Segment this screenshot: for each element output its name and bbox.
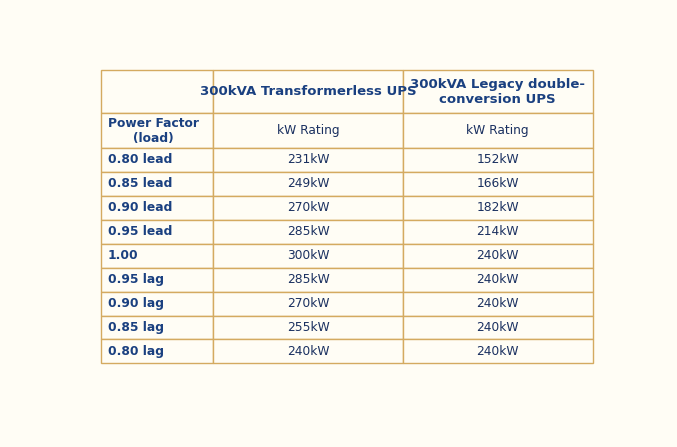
Bar: [213, 316, 403, 339]
Bar: [102, 148, 213, 172]
Text: kW Rating: kW Rating: [466, 124, 529, 137]
Bar: [102, 114, 213, 148]
Bar: [102, 291, 213, 316]
Bar: [102, 268, 213, 291]
Text: 300kW: 300kW: [287, 249, 330, 262]
Text: 0.90 lead: 0.90 lead: [108, 201, 172, 214]
Text: Power Factor
(load): Power Factor (load): [108, 117, 199, 145]
Bar: [213, 291, 403, 316]
Text: 182kW: 182kW: [477, 201, 519, 214]
Bar: [213, 196, 403, 220]
Text: 270kW: 270kW: [287, 297, 330, 310]
Bar: [213, 148, 403, 172]
Text: 285kW: 285kW: [287, 225, 330, 238]
Text: 240kW: 240kW: [477, 249, 519, 262]
Text: 249kW: 249kW: [287, 177, 330, 190]
Bar: [403, 220, 592, 244]
Text: 0.85 lead: 0.85 lead: [108, 177, 172, 190]
Bar: [213, 172, 403, 196]
Text: 270kW: 270kW: [287, 201, 330, 214]
Text: 0.95 lead: 0.95 lead: [108, 225, 172, 238]
Text: 255kW: 255kW: [287, 321, 330, 334]
Bar: [403, 148, 592, 172]
Bar: [213, 268, 403, 291]
Text: 285kW: 285kW: [287, 273, 330, 286]
Text: 214kW: 214kW: [477, 225, 519, 238]
Bar: [102, 172, 213, 196]
Bar: [102, 339, 213, 363]
Bar: [403, 244, 592, 268]
Text: 240kW: 240kW: [477, 321, 519, 334]
Text: 240kW: 240kW: [477, 297, 519, 310]
Bar: [213, 70, 403, 114]
Text: 240kW: 240kW: [477, 273, 519, 286]
Text: 240kW: 240kW: [477, 345, 519, 358]
Bar: [403, 114, 592, 148]
Bar: [403, 291, 592, 316]
Bar: [102, 244, 213, 268]
Bar: [213, 114, 403, 148]
Bar: [403, 339, 592, 363]
Bar: [403, 172, 592, 196]
Text: 300kVA Legacy double-
conversion UPS: 300kVA Legacy double- conversion UPS: [410, 78, 585, 106]
Bar: [403, 316, 592, 339]
Bar: [102, 70, 213, 114]
Text: 0.85 lag: 0.85 lag: [108, 321, 164, 334]
Text: 152kW: 152kW: [477, 153, 519, 166]
Text: 300kVA Transformerless UPS: 300kVA Transformerless UPS: [200, 85, 416, 98]
Bar: [102, 220, 213, 244]
Bar: [403, 268, 592, 291]
Bar: [102, 316, 213, 339]
Bar: [213, 220, 403, 244]
Text: 240kW: 240kW: [287, 345, 330, 358]
Bar: [102, 196, 213, 220]
Text: kW Rating: kW Rating: [277, 124, 339, 137]
Text: 1.00: 1.00: [108, 249, 138, 262]
Text: 0.95 lag: 0.95 lag: [108, 273, 164, 286]
Bar: [213, 339, 403, 363]
Text: 231kW: 231kW: [287, 153, 330, 166]
Text: 0.90 lag: 0.90 lag: [108, 297, 164, 310]
Bar: [213, 244, 403, 268]
Bar: [403, 196, 592, 220]
Text: 0.80 lag: 0.80 lag: [108, 345, 164, 358]
Text: 0.80 lead: 0.80 lead: [108, 153, 172, 166]
Bar: [403, 70, 592, 114]
Text: 166kW: 166kW: [477, 177, 519, 190]
